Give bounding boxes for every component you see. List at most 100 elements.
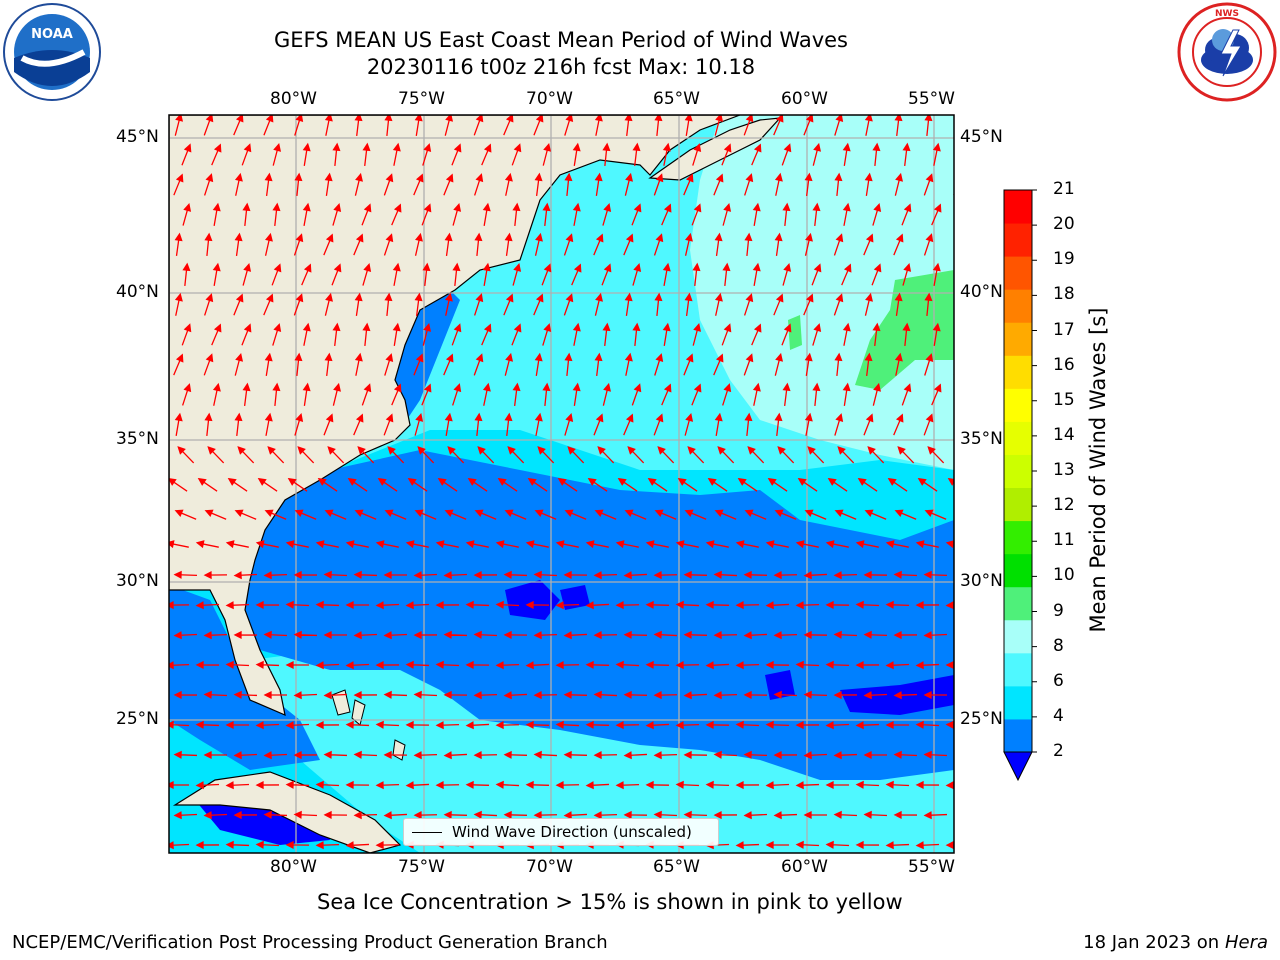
wind-wave-arrow bbox=[195, 660, 220, 670]
wind-wave-arrow bbox=[511, 143, 522, 166]
wind-wave-arrow bbox=[294, 413, 304, 436]
wind-wave-arrow bbox=[377, 477, 398, 492]
wind-wave-arrow bbox=[624, 509, 647, 520]
wind-wave-arrow bbox=[692, 262, 701, 287]
wind-wave-arrow bbox=[465, 660, 490, 669]
wind-wave-arrow bbox=[692, 322, 702, 346]
wind-wave-arrow bbox=[752, 382, 761, 406]
wind-wave-arrow bbox=[587, 477, 608, 492]
wind-wave-arrow bbox=[645, 780, 670, 789]
wind-wave-arrow bbox=[572, 202, 581, 226]
wind-wave-arrow bbox=[585, 540, 609, 549]
wind-wave-arrow bbox=[735, 780, 760, 790]
colorbar-tick-label: 18 bbox=[1053, 284, 1075, 305]
lon-label-bottom-65: 65°W bbox=[653, 857, 700, 877]
wind-wave-arrow bbox=[435, 600, 460, 610]
wind-wave-arrow bbox=[204, 412, 213, 437]
wind-wave-arrow bbox=[773, 631, 798, 640]
wind-wave-arrow bbox=[563, 570, 588, 579]
wind-wave-arrow bbox=[902, 142, 911, 166]
wind-wave-arrow bbox=[414, 292, 423, 316]
wind-wave-arrow bbox=[324, 172, 333, 196]
wind-wave-arrow bbox=[871, 263, 882, 286]
wind-wave-arrow bbox=[443, 810, 468, 819]
wind-wave-arrow bbox=[855, 840, 880, 850]
wind-wave-arrow bbox=[624, 352, 633, 376]
wind-wave-arrow bbox=[834, 115, 844, 136]
colorbar-tick-label: 12 bbox=[1053, 495, 1075, 516]
wind-wave-arrow bbox=[597, 446, 615, 464]
wind-wave-arrow bbox=[225, 720, 250, 730]
wind-wave-arrow bbox=[332, 142, 341, 167]
wind-wave-arrow bbox=[752, 262, 761, 286]
wind-wave-arrow bbox=[182, 203, 192, 226]
wind-wave-arrow bbox=[872, 322, 881, 347]
wind-wave-arrow bbox=[233, 293, 244, 316]
colorbar-segment bbox=[1004, 553, 1032, 588]
wind-wave-arrow bbox=[593, 413, 604, 436]
wind-wave-arrow bbox=[323, 233, 334, 256]
wind-wave-arrow bbox=[834, 509, 857, 520]
wind-wave-arrow bbox=[632, 263, 642, 286]
wind-wave-arrow bbox=[383, 413, 394, 436]
wind-wave-arrow bbox=[465, 780, 490, 789]
wind-wave-arrow bbox=[443, 630, 468, 639]
wind-wave-arrow bbox=[233, 115, 244, 136]
wind-wave-arrow bbox=[953, 754, 954, 756]
lat-label-right-25: 25°N bbox=[960, 709, 1003, 729]
wind-wave-arrow bbox=[332, 382, 341, 406]
wind-wave-arrow bbox=[765, 660, 790, 669]
wind-wave-arrow bbox=[255, 540, 279, 549]
wind-wave-arrow bbox=[302, 142, 311, 166]
wind-wave-arrow bbox=[294, 352, 303, 377]
wind-wave-arrow bbox=[653, 630, 678, 639]
wind-wave-arrow bbox=[615, 721, 640, 730]
svg-text:NOAA: NOAA bbox=[31, 27, 73, 42]
wind-wave-arrow bbox=[174, 412, 183, 436]
colorbar-segment bbox=[1004, 454, 1032, 489]
wind-wave-arrow bbox=[661, 383, 672, 406]
colorbar-tick-label: 21 bbox=[1053, 179, 1075, 199]
wind-wave-arrow bbox=[743, 570, 768, 579]
wind-wave-arrow bbox=[207, 446, 225, 464]
wind-wave-arrow bbox=[534, 509, 557, 520]
lat-label-left-45: 45°N bbox=[116, 127, 159, 147]
wind-wave-arrow bbox=[362, 322, 371, 347]
wind-wave-arrow bbox=[962, 205, 970, 226]
wind-wave-arrow bbox=[212, 262, 221, 286]
wind-wave-arrow bbox=[683, 570, 708, 579]
wind-wave-arrow bbox=[842, 382, 851, 406]
land-bahamas-1 bbox=[331, 689, 351, 716]
wind-wave-arrow bbox=[302, 202, 311, 226]
wind-wave-arrow bbox=[765, 781, 790, 790]
wind-wave-arrow bbox=[354, 115, 363, 136]
wind-wave-arrow bbox=[353, 690, 378, 700]
wind-wave-arrow bbox=[594, 172, 603, 196]
wind-wave-arrow bbox=[323, 630, 348, 640]
wind-wave-arrow bbox=[392, 262, 401, 286]
wind-wave-arrow bbox=[623, 690, 648, 699]
wind-wave-arrow bbox=[833, 630, 858, 639]
wind-wave-arrow bbox=[414, 412, 424, 436]
wind-wave-arrow bbox=[323, 750, 348, 759]
wind-wave-arrow bbox=[842, 142, 851, 166]
wind-wave-arrow bbox=[204, 509, 227, 520]
wind-wave-arrow bbox=[945, 540, 954, 549]
wind-wave-arrow bbox=[623, 571, 648, 580]
wind-wave-arrow bbox=[473, 691, 498, 700]
wind-wave-arrow bbox=[294, 509, 317, 520]
wind-wave-arrow bbox=[384, 353, 394, 376]
wind-wave-arrow bbox=[653, 810, 678, 819]
ocean-zone-below-2-c bbox=[765, 670, 795, 700]
lat-label-left-25: 25°N bbox=[116, 709, 159, 729]
wind-wave-arrow bbox=[722, 202, 732, 226]
wind-wave-arrow bbox=[272, 323, 282, 346]
colorbar-tick-label: 2 bbox=[1053, 741, 1064, 761]
wind-wave-arrow bbox=[594, 115, 603, 136]
wind-wave-arrow bbox=[495, 661, 520, 670]
wind-wave-arrow bbox=[623, 630, 648, 639]
wind-wave-arrow bbox=[804, 172, 813, 196]
wind-wave-arrow bbox=[383, 811, 408, 820]
wind-wave-arrow bbox=[923, 631, 948, 640]
wind-wave-arrow bbox=[863, 413, 874, 436]
